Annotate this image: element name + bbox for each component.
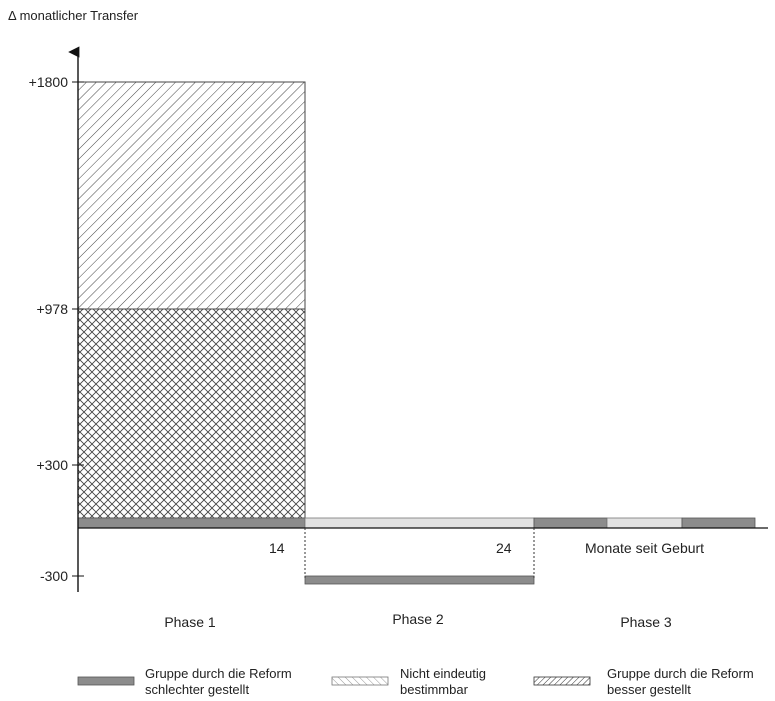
block-nicht-eindeutig	[77, 308, 306, 519]
y-tick-label-978: +978	[36, 301, 68, 317]
y-tick-label-300: +300	[36, 457, 68, 473]
legend-swatch-nicht-eindeutig	[331, 676, 389, 686]
y-tick-label-minus300: -300	[40, 568, 68, 584]
y-tick-label-1800: +1800	[29, 74, 69, 90]
x-tick-label-24: 24	[496, 540, 512, 556]
legend-label-besser-line2: besser gestellt	[607, 682, 691, 697]
bar-phase1-schlechter	[77, 517, 306, 529]
legend-label-besser-line1: Gruppe durch die Reform	[607, 666, 754, 681]
legend-label-nicht-eindeutig-line2: bestimmbar	[400, 682, 469, 697]
y-axis-title: Δ monatlicher Transfer	[8, 8, 139, 23]
block-besser-gestellt	[77, 81, 306, 310]
phase-label-3: Phase 3	[620, 614, 672, 630]
legend-swatch-besser	[533, 676, 591, 686]
bar-phase2-nicht-eindeutig	[304, 517, 535, 529]
bar-phase3-segment-1	[533, 517, 608, 529]
bar-phase3-segment-3	[681, 517, 756, 529]
legend-label-nicht-eindeutig-line1: Nicht eindeutig	[400, 666, 486, 681]
phase-label-1: Phase 1	[164, 614, 216, 630]
legend-swatch-schlechter	[77, 676, 135, 686]
legend: Gruppe durch die Reform schlechter geste…	[77, 666, 754, 697]
x-axis-title: Monate seit Geburt	[585, 540, 704, 556]
phase-label-2: Phase 2	[392, 611, 444, 627]
bar-phase2-negative	[304, 575, 535, 585]
x-tick-label-14: 14	[269, 540, 285, 556]
legend-label-schlechter-line2: schlechter gestellt	[145, 682, 249, 697]
bar-phase3-segment-2	[606, 517, 683, 529]
legend-label-schlechter-line1: Gruppe durch die Reform	[145, 666, 292, 681]
